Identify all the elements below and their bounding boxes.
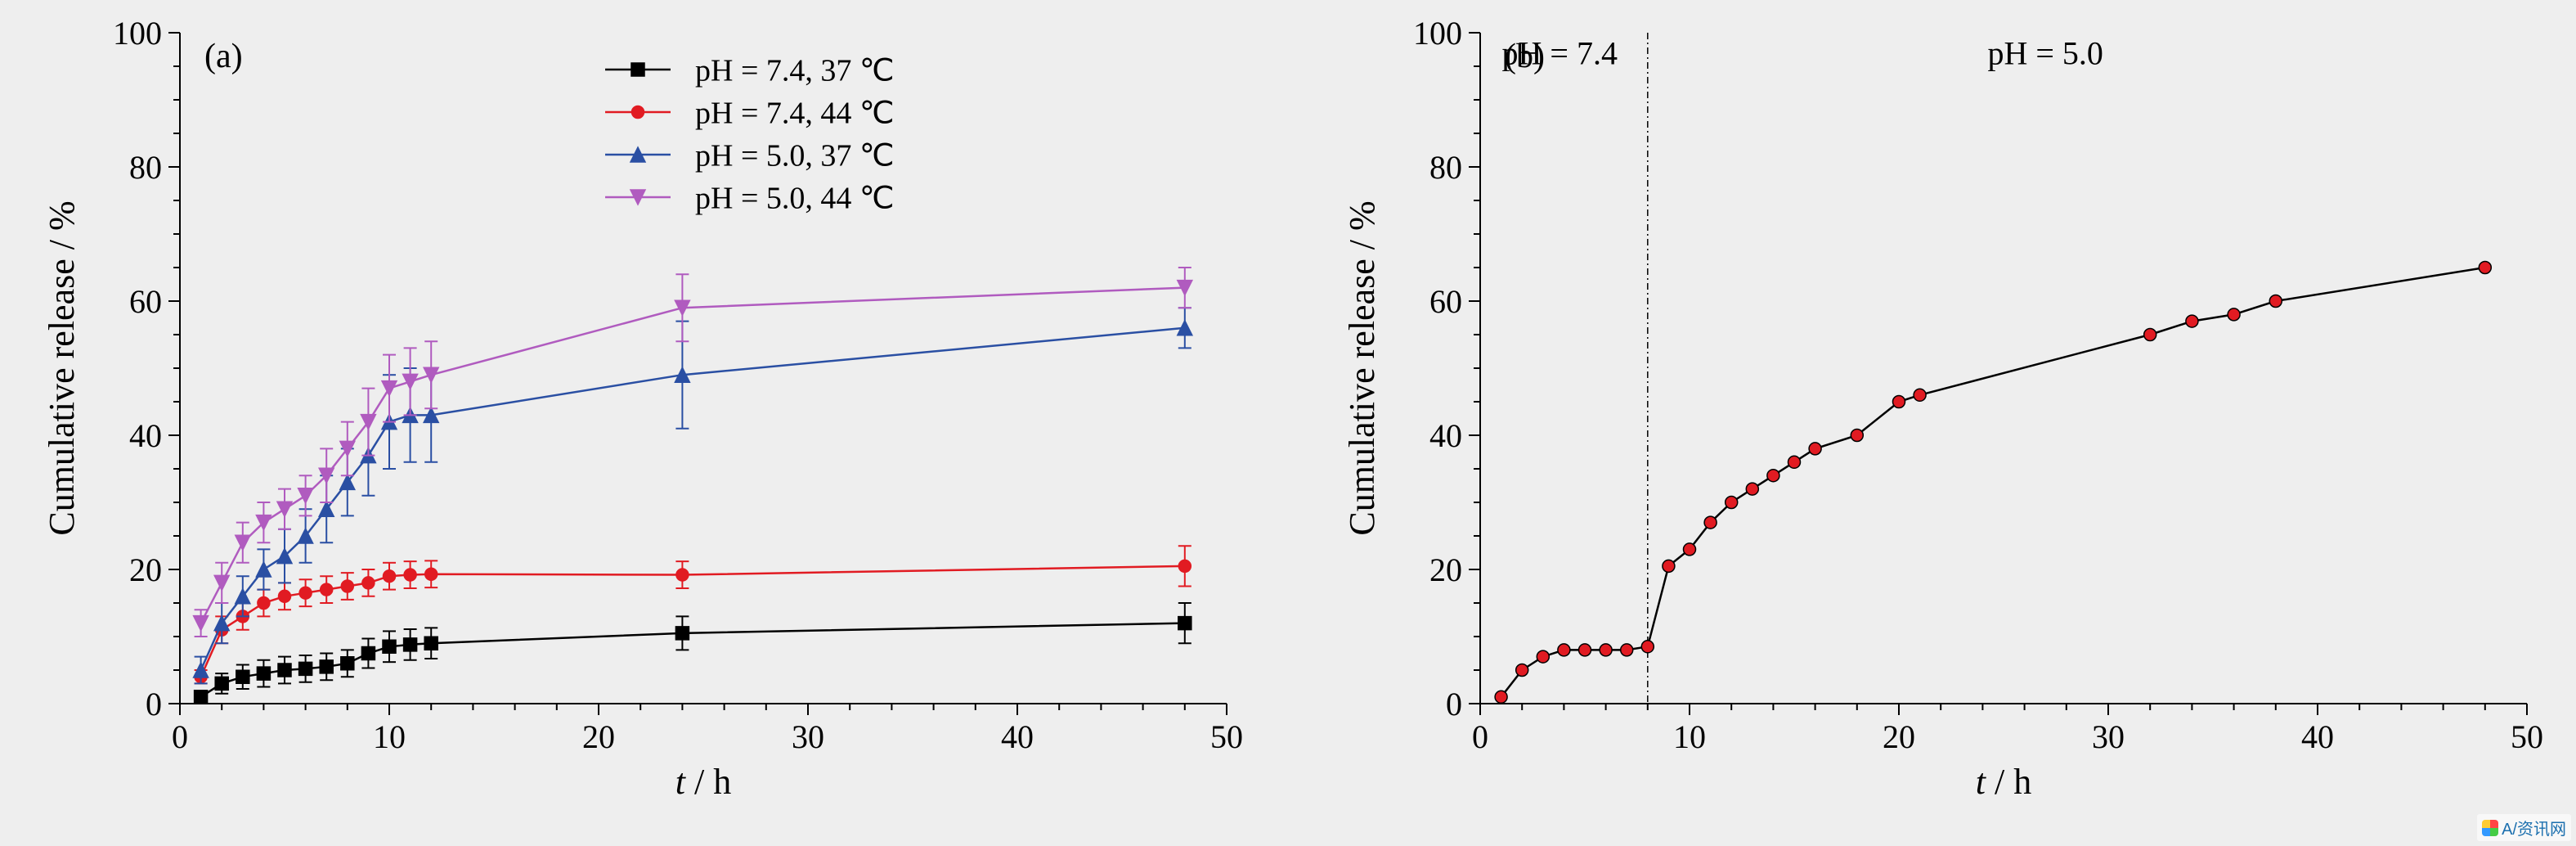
legend-label: pH = 7.4, 37 ℃ — [695, 53, 895, 88]
series — [194, 308, 1192, 683]
x-axis-title: t / h — [1976, 762, 2031, 802]
y-tick-label: 100 — [1413, 15, 1462, 52]
y-tick-label: 40 — [1429, 417, 1462, 454]
region-label: pH = 7.4 — [1502, 35, 1618, 72]
x-tick-label: 0 — [1472, 718, 1488, 755]
y-tick-label: 40 — [129, 417, 162, 454]
y-tick-label: 20 — [129, 551, 162, 588]
y-tick-label: 60 — [1429, 283, 1462, 320]
x-tick-label: 20 — [1883, 718, 1915, 755]
legend-label: pH = 5.0, 37 ℃ — [695, 138, 895, 173]
y-axis-title: Cumulative release / % — [42, 200, 82, 535]
watermark: A/资讯网 — [2477, 814, 2571, 841]
y-axis-title: Cumulative release / % — [1342, 200, 1382, 535]
axes — [180, 33, 1227, 704]
watermark-icon — [2482, 820, 2498, 836]
series-line — [1501, 268, 2485, 697]
x-tick-label: 10 — [1673, 718, 1706, 755]
watermark-text: A/资讯网 — [2502, 816, 2566, 839]
x-tick-label: 30 — [792, 718, 824, 755]
legend-label: pH = 7.4, 44 ℃ — [695, 96, 895, 130]
x-tick-label: 10 — [373, 718, 406, 755]
chart-svg: 0 10 20 30 40 50 0 20 40 60 80 100 t / h Cumulative r… — [0, 0, 1276, 846]
x-tick-label: 30 — [2092, 718, 2125, 755]
panel-a: 0 10 20 30 40 50 0 20 40 60 80 100 t / h Cumulative r… — [0, 0, 1276, 846]
x-tick-label: 50 — [1210, 718, 1243, 755]
y-tick-label: 80 — [1429, 149, 1462, 186]
series — [1495, 262, 2491, 704]
x-tick-label: 20 — [582, 718, 615, 755]
x-axis-title: t / h — [675, 762, 731, 802]
y-tick-label: 0 — [146, 686, 162, 722]
y-tick-label: 100 — [113, 15, 162, 52]
x-tick-label: 40 — [1001, 718, 1034, 755]
x-tick-label: 50 — [2511, 718, 2543, 755]
region-label: pH = 5.0 — [1987, 35, 2103, 72]
y-tick-label: 20 — [1429, 551, 1462, 588]
x-tick-label: 0 — [172, 718, 188, 755]
y-tick-label: 60 — [129, 283, 162, 320]
series-line — [201, 328, 1185, 670]
axes — [1480, 33, 2527, 704]
panel-b: 0 10 20 30 40 50 0 20 40 60 80 100 t / h Cumulative r… — [1300, 0, 2576, 846]
y-tick-label: 80 — [129, 149, 162, 186]
chart-svg: 0 10 20 30 40 50 0 20 40 60 80 100 t / h Cumulative r… — [1300, 0, 2576, 846]
legend-label: pH = 5.0, 44 ℃ — [695, 181, 895, 215]
panel-label: (a) — [204, 38, 243, 75]
y-tick-label: 0 — [1446, 686, 1462, 722]
x-tick-label: 40 — [2301, 718, 2334, 755]
series — [195, 603, 1192, 704]
